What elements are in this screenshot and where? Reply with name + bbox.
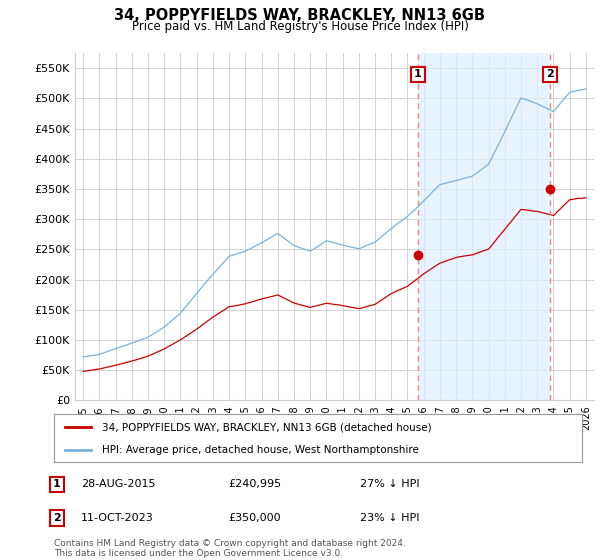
Bar	[418, 53, 550, 400]
Text: This data is licensed under the Open Government Licence v3.0.: This data is licensed under the Open Gov…	[54, 549, 343, 558]
Text: 27% ↓ HPI: 27% ↓ HPI	[360, 479, 419, 489]
Text: HPI: Average price, detached house, West Northamptonshire: HPI: Average price, detached house, West…	[101, 445, 418, 455]
Text: £350,000: £350,000	[228, 513, 281, 523]
Text: 1: 1	[53, 479, 61, 489]
Text: 11-OCT-2023: 11-OCT-2023	[81, 513, 154, 523]
Text: 23% ↓ HPI: 23% ↓ HPI	[360, 513, 419, 523]
Text: 34, POPPYFIELDS WAY, BRACKLEY, NN13 6GB: 34, POPPYFIELDS WAY, BRACKLEY, NN13 6GB	[115, 8, 485, 24]
Text: Contains HM Land Registry data © Crown copyright and database right 2024.: Contains HM Land Registry data © Crown c…	[54, 539, 406, 548]
Text: 1: 1	[414, 69, 422, 80]
Text: 28-AUG-2015: 28-AUG-2015	[81, 479, 155, 489]
Text: 2: 2	[546, 69, 554, 80]
Text: 2: 2	[53, 513, 61, 523]
Text: £240,995: £240,995	[228, 479, 281, 489]
Text: 34, POPPYFIELDS WAY, BRACKLEY, NN13 6GB (detached house): 34, POPPYFIELDS WAY, BRACKLEY, NN13 6GB …	[101, 422, 431, 432]
Text: Price paid vs. HM Land Registry's House Price Index (HPI): Price paid vs. HM Land Registry's House …	[131, 20, 469, 32]
